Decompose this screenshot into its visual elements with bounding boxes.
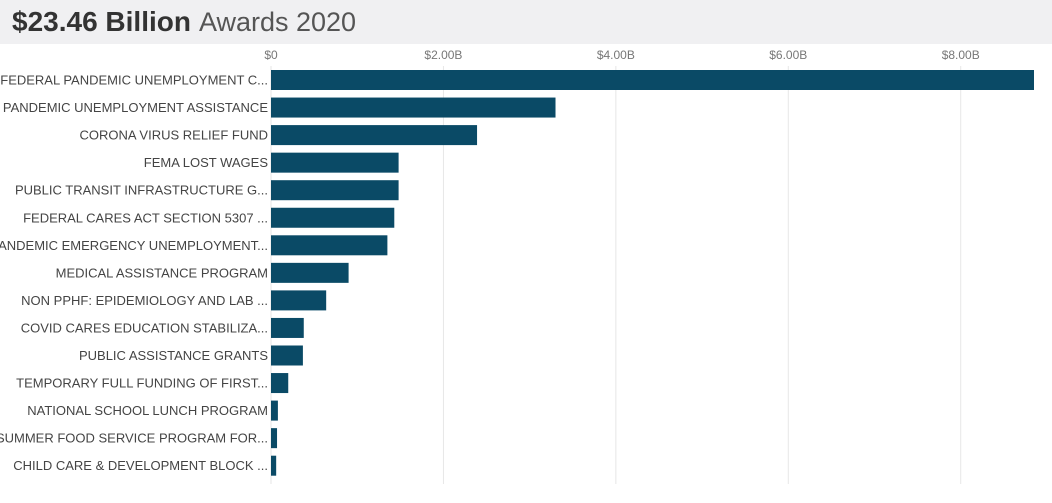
x-tick-label: $6.00B <box>769 48 807 62</box>
category-label: CORONA VIRUS RELIEF FUND <box>79 128 268 143</box>
bar <box>271 455 277 476</box>
category-label: FEDERAL PANDEMIC UNEMPLOYMENT C... <box>0 73 268 88</box>
bar <box>271 70 1034 90</box>
category-label: PANDEMIC EMERGENCY UNEMPLOYMENT... <box>0 238 268 253</box>
category-label: PUBLIC ASSISTANCE GRANTS <box>79 348 268 363</box>
bar <box>271 428 278 449</box>
bar <box>271 152 399 173</box>
bar <box>271 373 289 394</box>
category-label: FEMA LOST WAGES <box>144 155 269 170</box>
bar <box>271 345 303 366</box>
category-label: CHILD CARE & DEVELOPMENT BLOCK ... <box>13 458 268 473</box>
x-tick-label: $2.00B <box>424 48 462 62</box>
bar-chart: $0 $2.00B $4.00B $6.00B $8.00B FEDERAL PANDEM… <box>0 48 1034 484</box>
category-label: COVID CARES EDUCATION STABILIZA... <box>21 320 268 335</box>
bar <box>271 290 327 311</box>
chart-subtitle: Awards 2020 <box>198 6 357 37</box>
category-label: PANDEMIC UNEMPLOYMENT ASSISTANCE <box>3 100 268 115</box>
x-tick-label: $8.00B <box>942 48 980 62</box>
bar <box>271 317 304 338</box>
bar <box>271 235 388 256</box>
category-label: NATIONAL SCHOOL LUNCH PROGRAM <box>27 403 268 418</box>
bar <box>271 180 399 201</box>
category-label: MEDICAL ASSISTANCE PROGRAM <box>56 265 268 280</box>
x-tick-label: $0 <box>264 48 278 62</box>
bar <box>271 207 395 228</box>
chart-header: $23.46 Billion Awards 2020 <box>0 0 1052 44</box>
category-label: SUMMER FOOD SERVICE PROGRAM FOR... <box>0 431 268 446</box>
bar <box>271 125 478 146</box>
category-label: TEMPORARY FULL FUNDING OF FIRST... <box>16 376 268 391</box>
total-amount: $23.46 Billion <box>12 6 191 37</box>
category-label: FEDERAL CARES ACT SECTION 5307 ... <box>23 210 268 225</box>
category-label: PUBLIC TRANSIT INFRASTRUCTURE G... <box>15 183 268 198</box>
x-tick-label: $4.00B <box>597 48 635 62</box>
bar <box>271 400 278 421</box>
bar <box>271 97 556 118</box>
category-label: NON PPHF: EPIDEMIOLOGY AND LAB ... <box>21 293 268 308</box>
bar <box>271 262 349 283</box>
